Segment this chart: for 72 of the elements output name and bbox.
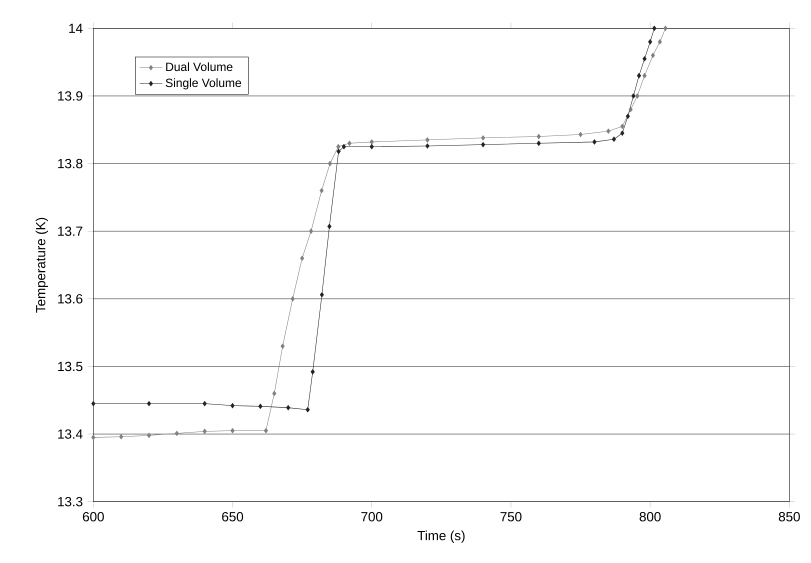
x-tick-label: 800 [640,512,661,522]
point [119,434,124,440]
legend-label: Single Volume [166,78,242,90]
point [320,292,324,298]
point [370,144,374,150]
y-tick-label: 14 [69,24,83,33]
point [425,137,430,143]
point [342,144,346,150]
y-axis-title: Temperature (K) [36,218,48,313]
point [481,135,486,141]
x-tick-label: 750 [500,512,522,522]
x-tick-label: 700 [361,512,382,522]
point [336,148,341,154]
point [642,73,647,78]
point [626,114,630,119]
legend-label: Dual Volume [166,62,232,72]
point [652,26,656,31]
point [663,26,668,31]
point [91,434,96,440]
point [264,428,268,434]
point [327,224,332,230]
point [310,369,315,374]
point [347,140,352,146]
point [306,407,310,412]
point [636,73,642,78]
point [620,130,624,136]
point [628,106,633,112]
point [286,405,290,410]
y-tick-label: 13.3 [58,496,82,506]
point [230,402,235,408]
point [536,134,541,140]
point [91,400,96,406]
x-tick-label: 650 [222,512,244,522]
point [648,39,652,45]
y-tick-label: 13.9 [58,91,82,101]
point [320,188,324,194]
point [280,343,285,349]
y-tick-label: 13.8 [58,158,82,168]
point [146,400,152,406]
point [202,428,207,434]
point [650,52,655,58]
point [370,139,374,145]
point [272,390,276,396]
point [578,132,583,138]
point [606,128,610,134]
y-tick-label: 13.4 [58,429,83,439]
point [202,400,207,406]
y-tick-label: 13.5 [58,362,82,372]
point [328,160,332,166]
point [635,93,640,99]
point [336,144,340,150]
point [592,139,597,145]
y-tick-label: 13.6 [58,294,82,304]
point [425,143,430,149]
point [536,140,541,146]
point [631,93,636,99]
point [620,124,624,130]
point [612,136,616,142]
x-axis-title: Time (s) [418,530,465,543]
point [300,256,304,261]
point [658,39,662,45]
y-tick-label: 13.7 [58,226,82,236]
point [258,404,262,409]
x-tick-label: 600 [82,512,104,522]
x-tick-label: 850 [778,512,800,522]
point [642,56,647,62]
point [146,432,152,438]
point [481,142,486,148]
point [308,228,314,234]
point [290,296,295,302]
point [230,428,235,434]
point [174,430,179,436]
